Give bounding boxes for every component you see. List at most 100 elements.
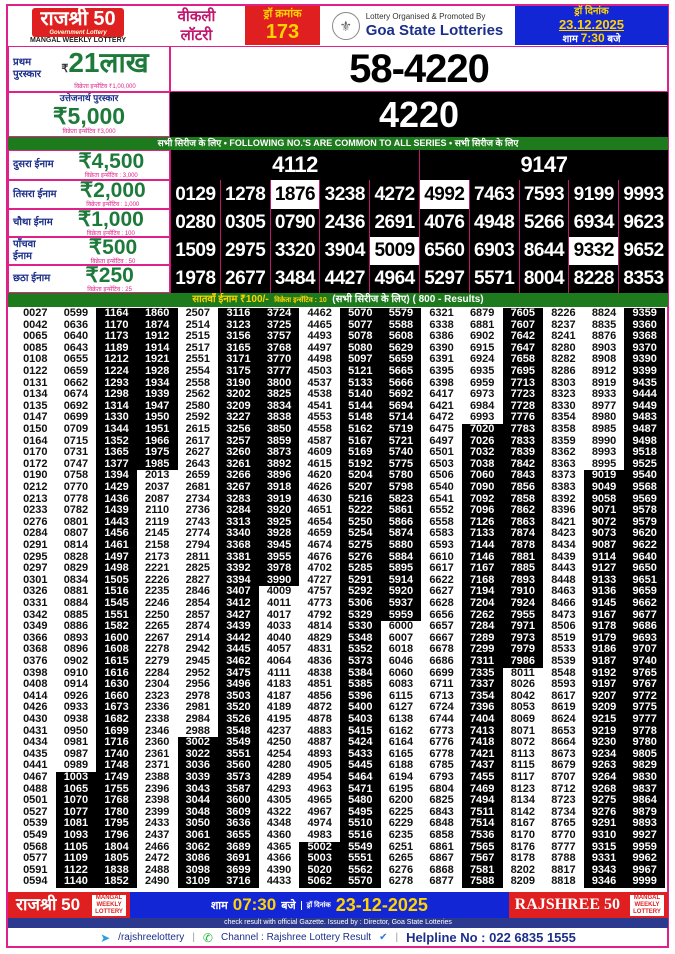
result-number: 5861 [380, 505, 422, 517]
result-number: 4237 [266, 725, 292, 737]
result-number: 4654 [307, 516, 332, 528]
result-number: 5866 [380, 516, 422, 529]
result-number: 0834 [63, 574, 89, 586]
result-number: 8707 [551, 772, 576, 783]
prize-incentive: विक्रेता इन्सेंटिव : 25 [87, 286, 132, 293]
telegram-link[interactable]: /rajshreelottery [118, 932, 185, 943]
result-number: 3825 [258, 389, 300, 401]
result-number: 3551 [218, 748, 259, 761]
result-number: 0591 [23, 864, 48, 876]
result-number: 8977 [591, 400, 617, 412]
result-number: 6000 [388, 621, 414, 633]
result-number: 8383 [551, 482, 576, 493]
result-number: 3109 [177, 876, 219, 888]
result-number: 0434 [23, 737, 48, 749]
result-number: 6127 [388, 702, 414, 714]
prize-numbers-2: 4112 9147 [170, 150, 668, 180]
prize-number: 7593 [518, 180, 569, 209]
result-number: 3340 [218, 528, 259, 540]
result-number: 6617 [429, 563, 454, 575]
prize-number: 4992 [418, 180, 469, 209]
result-number: 3002 [177, 737, 219, 749]
result-number: 6540 [429, 482, 454, 493]
result-number: 0027 [23, 308, 48, 319]
result-number: 4893 [307, 748, 332, 760]
prize-number: 9652 [618, 237, 668, 265]
result-number: 3407 [218, 586, 259, 598]
result-number: 6276 [388, 864, 414, 876]
first-label-1: प्रथम [13, 57, 32, 68]
prize-number: 8644 [518, 237, 569, 265]
result-number: 6060 [388, 667, 414, 679]
result-number: 0549 [23, 830, 48, 841]
consolation-incentive: विक्रेता इन्सेंटिव ₹3,000 [62, 129, 116, 135]
result-number: 3475 [218, 667, 259, 680]
footer-date: 23-12-2025 [335, 894, 428, 915]
result-number: 7924 [502, 598, 544, 610]
prize-number: 0305 [219, 209, 270, 237]
result-number: 9775 [624, 702, 665, 714]
result-number: 6699 [429, 667, 454, 679]
result-number: 8993 [591, 447, 617, 459]
result-number: 7262 [461, 609, 503, 622]
result-number: 0926 [63, 690, 89, 702]
footer-banner: राजश्री 50 MANGAL WEEKLY LOTTERY शाम 07:… [8, 892, 668, 918]
result-number: 9370 [624, 342, 665, 355]
result-number: 8053 [510, 702, 536, 714]
result-number: 2580 [185, 400, 211, 412]
result-number: 0758 [63, 470, 89, 482]
result-number: 0172 [23, 458, 48, 470]
result-number: 3896 [258, 470, 300, 482]
prize-label-6: छठा ईनाम ₹250 विक्रेता इन्सेंटिव : 25 [8, 265, 170, 293]
prize-number: 9623 [618, 209, 668, 237]
result-number: 4553 [307, 412, 332, 424]
result-number: 7354 [461, 690, 503, 703]
result-number: 1755 [96, 783, 137, 796]
result-number: 7167 [461, 563, 503, 575]
result-number: 5880 [380, 540, 422, 552]
result-number: 8323 [551, 389, 576, 401]
result-number: 8466 [551, 598, 576, 609]
result-number: 0135 [23, 400, 48, 412]
result-number: 0699 [63, 412, 89, 424]
result-number: 3918 [258, 482, 300, 494]
result-number: 1838 [96, 864, 137, 877]
result-number: 5433 [340, 748, 381, 761]
result-number: 8363 [551, 458, 576, 470]
result-number: 2338 [144, 714, 170, 725]
result-number: 9315 [583, 841, 625, 854]
result-number: 9707 [624, 644, 665, 656]
result-number: 9071 [583, 505, 625, 517]
whatsapp-channel-link[interactable]: Channel : Rajshree Lottery Result [220, 932, 372, 943]
result-number: 0950 [63, 725, 89, 737]
result-number: 2250 [144, 609, 170, 621]
result-number: 0170 [23, 447, 48, 459]
result-number: 4963 [307, 783, 332, 795]
result-number: 2592 [185, 412, 211, 424]
result-number: 6552 [429, 505, 454, 517]
prize-name: दुसरा ईनाम [13, 159, 54, 170]
result-number: 9967 [624, 864, 665, 877]
result-number: 7038 [461, 458, 503, 471]
footer-datetime: शाम 07:30 बजे ड्रॉ दिनांक 23-12-2025 [130, 892, 509, 918]
result-number: 3990 [258, 574, 300, 587]
result-number: 8303 [551, 377, 576, 389]
result-number: 7833 [502, 435, 544, 448]
result-number: 3609 [218, 806, 259, 819]
result-number: 5562 [340, 864, 381, 877]
goa-organiser: ⚜ Lottery Organised & Promoted By Goa Sta… [320, 6, 515, 45]
result-number: 7607 [502, 319, 544, 332]
result-number: 0467 [23, 772, 48, 783]
result-number: 1065 [55, 783, 97, 796]
result-number: 2488 [144, 864, 170, 876]
result-number: 1660 [96, 690, 137, 703]
footer-time-post: बजे [281, 899, 296, 912]
result-number: 8237 [551, 319, 576, 331]
prize-number: 2436 [319, 209, 369, 237]
result-number: 8593 [551, 679, 576, 691]
consolation-amount: ₹5,000 [52, 103, 126, 129]
result-number: 3283 [218, 493, 259, 506]
result-number: 4538 [307, 389, 332, 401]
result-number: 4967 [307, 806, 332, 818]
result-number: 2988 [185, 725, 211, 737]
